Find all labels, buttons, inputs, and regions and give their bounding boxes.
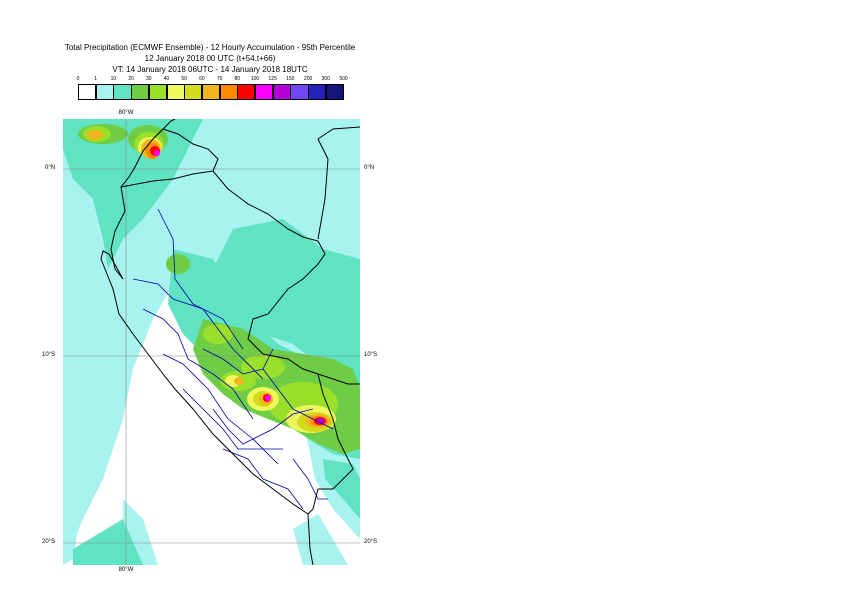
- legend-tick-label: 20: [128, 76, 134, 82]
- legend-tick-label: 1: [94, 76, 98, 82]
- legend-color-box: [113, 84, 132, 100]
- country-border: [307, 373, 354, 515]
- legend-color-box: [219, 84, 238, 100]
- precip-contour: [265, 395, 271, 401]
- lon-label-bottom: 80°W: [118, 567, 134, 573]
- precip-contour: [241, 355, 285, 379]
- lat-label-left-0n: 0°N: [45, 165, 56, 171]
- region-line: [262, 368, 334, 430]
- precip-contour: [87, 130, 103, 140]
- legend-color-box: [95, 84, 114, 100]
- legend-tick-label: 125: [268, 76, 277, 82]
- legend-tick-label: 0: [76, 76, 80, 82]
- lat-label-right-0n: 0°N: [364, 165, 375, 171]
- legend-tick-label: 60: [199, 76, 205, 82]
- country-border: [162, 128, 219, 172]
- legend-color-box: [308, 84, 327, 100]
- region-line: [292, 458, 328, 500]
- precip-contour: [317, 418, 325, 424]
- legend-color-box: [148, 84, 167, 100]
- precip-contour: [166, 254, 190, 274]
- legend-color-box: [131, 84, 150, 100]
- region-line: [182, 388, 283, 450]
- legend-tick-label: 30: [146, 76, 152, 82]
- region-line: [162, 353, 279, 465]
- coastline: [100, 250, 314, 565]
- title-line-1: Total Precipitation (ECMWF Ensemble) - 1…: [64, 43, 356, 52]
- lon-label-top: 80°W: [118, 110, 134, 116]
- region-line: [157, 208, 244, 350]
- legend-tick-label: 100: [250, 76, 260, 82]
- legend-color-box: [201, 84, 221, 100]
- legend-color-box: [272, 84, 291, 100]
- legend-color-box: [78, 84, 97, 100]
- region-line: [222, 448, 304, 510]
- legend-tick-label: 70: [216, 76, 223, 82]
- legend-color-box: [184, 84, 203, 100]
- precip-contour: [293, 514, 348, 565]
- country-border: [317, 126, 360, 240]
- legend-tick-label: 300: [321, 76, 330, 82]
- region-line: [212, 408, 314, 445]
- legend-tick-label: 50: [181, 76, 187, 82]
- title-line-3: VT: 14 January 2018 06UTC - 14 January 2…: [112, 65, 308, 74]
- precip-contour: [63, 119, 203, 269]
- legend-tick-label: 10: [110, 76, 117, 82]
- legend-color-box: [290, 84, 309, 100]
- lat-label-right-10s: 10°S: [364, 352, 378, 358]
- lat-label-left-20s: 20°S: [42, 539, 56, 545]
- lat-label-left-10s: 10°S: [42, 352, 56, 358]
- coastline-and-borders: [100, 119, 360, 565]
- region-line: [202, 348, 274, 375]
- precip-contour: [154, 150, 160, 156]
- region-boundaries: [132, 208, 334, 510]
- precip-contour: [213, 219, 360, 379]
- precip-contour: [63, 439, 103, 565]
- legend-color-box: [166, 84, 185, 100]
- legend-tick-label: 200: [303, 76, 313, 82]
- legend-tick-label: 500: [339, 76, 348, 82]
- region-line: [142, 308, 254, 420]
- precip-contour: [73, 519, 143, 565]
- graticule: [63, 119, 360, 565]
- precip-contour: [323, 459, 360, 519]
- region-line: [132, 278, 264, 380]
- legend-tick-label: 80: [234, 76, 241, 82]
- legend-tick-label: 40: [163, 76, 170, 82]
- precip-contour: [234, 377, 244, 385]
- legend-color-box: [325, 84, 344, 100]
- precipitation-map: [63, 119, 360, 565]
- legend-color-box: [237, 84, 256, 100]
- lat-label-right-20s: 20°S: [364, 539, 378, 545]
- legend-color-box: [255, 84, 274, 100]
- title-line-2: 12 January 2018 00 UTC (t+54,t+66): [144, 54, 276, 63]
- legend-tick-label: 150: [286, 76, 295, 82]
